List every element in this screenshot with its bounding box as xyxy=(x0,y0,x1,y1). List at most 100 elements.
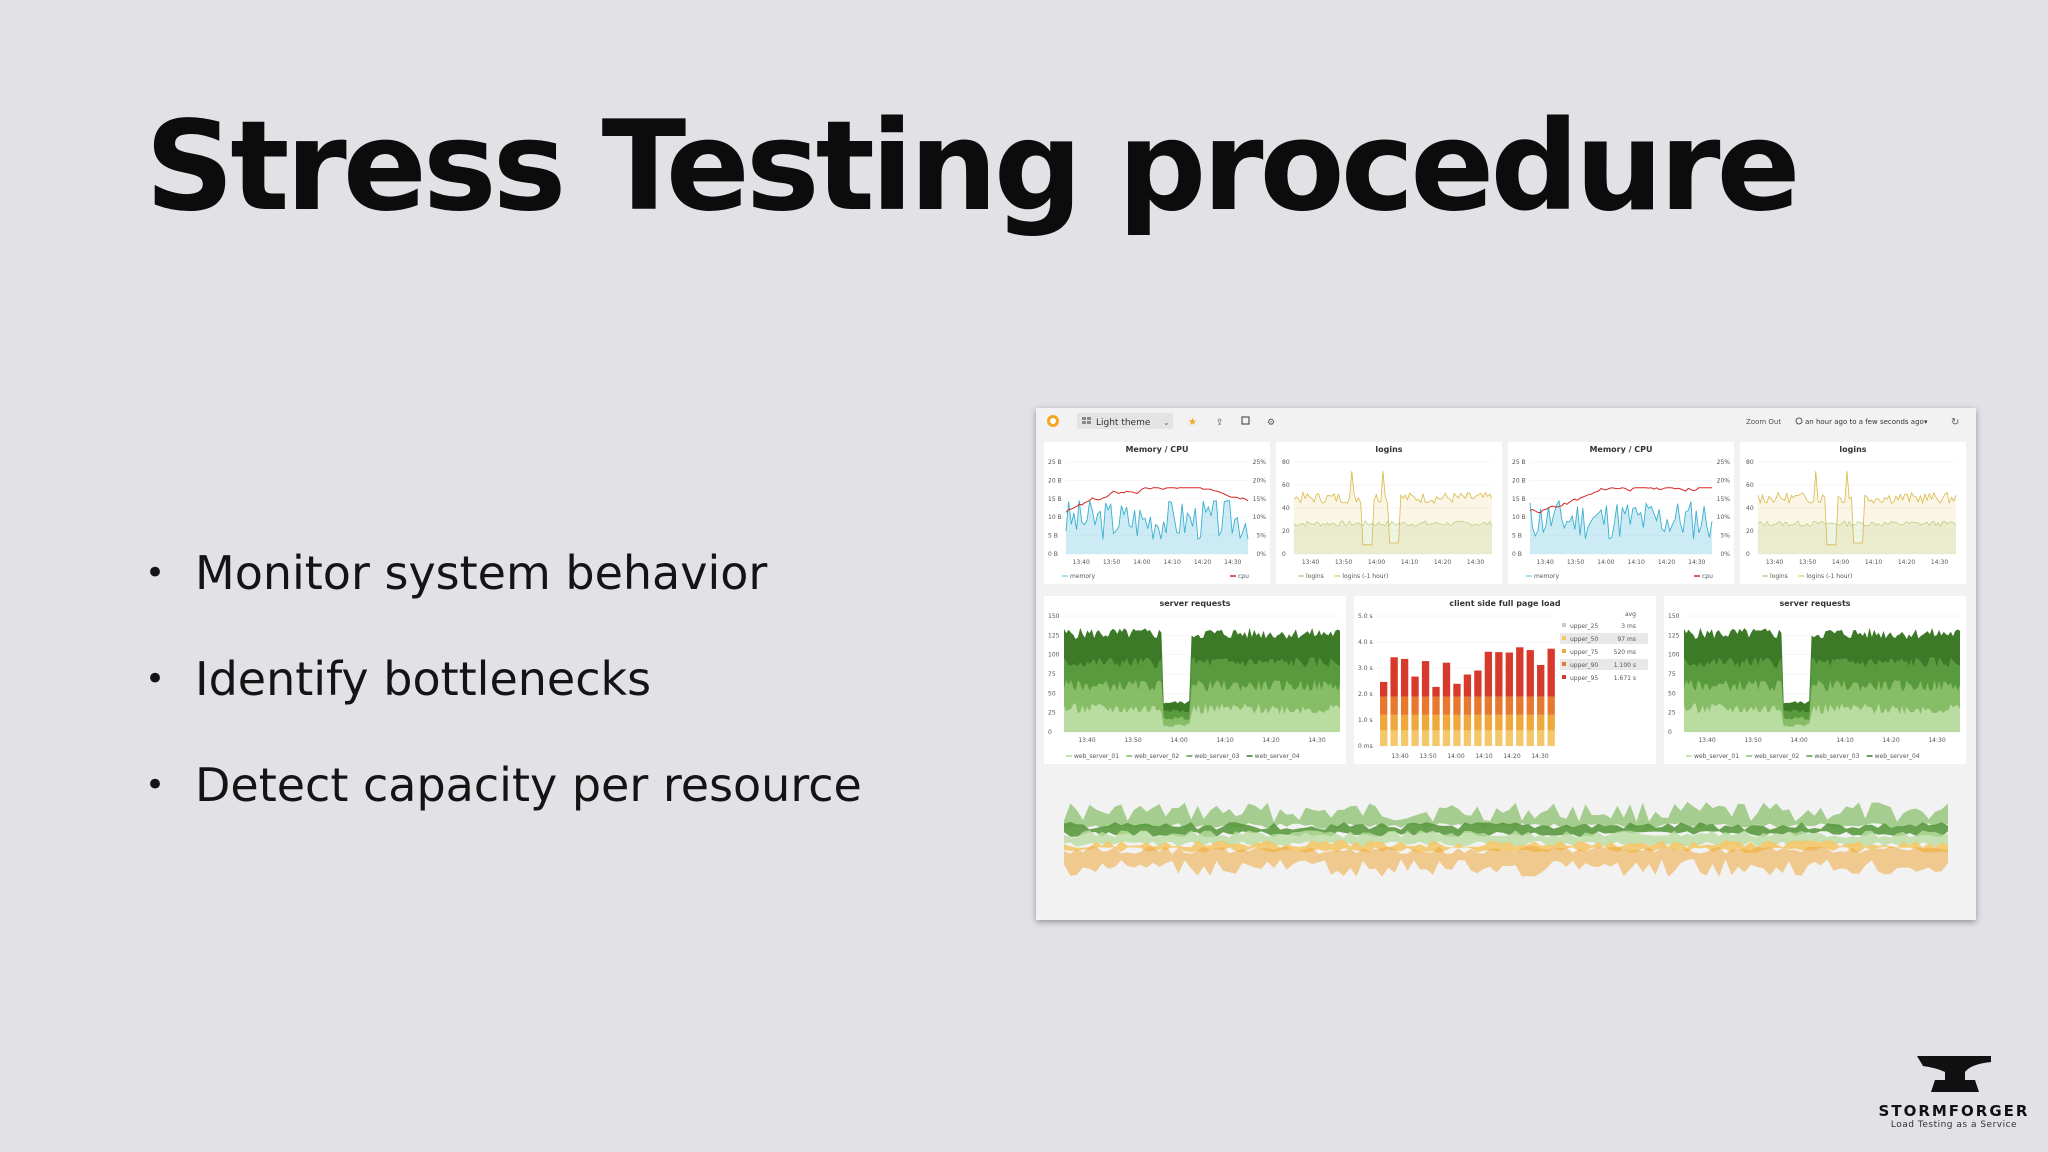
x-tick-label: 13:50 xyxy=(1567,559,1584,566)
server-area xyxy=(1064,703,1340,732)
legend-row-highlight xyxy=(1560,659,1648,670)
stream-band xyxy=(1064,802,1948,829)
load-bar-segment xyxy=(1380,714,1388,731)
x-tick-label: 13:50 xyxy=(1419,753,1436,760)
x-tick-label: 14:00 xyxy=(1790,737,1807,744)
y-axis-label: 25 xyxy=(1668,710,1676,717)
anvil-logo-icon xyxy=(1917,1056,1991,1092)
dashboard-screenshot: Light theme ⌄ ★ ⇪ ⚙ Zoom Out an hour ago… xyxy=(1036,408,1976,920)
cpu-series xyxy=(1065,487,1249,513)
load-bar-segment xyxy=(1453,696,1461,715)
load-bar-segment xyxy=(1432,714,1440,731)
y-axis-label: 0 B xyxy=(1512,551,1522,558)
panel-title: Memory / CPU xyxy=(1589,445,1653,454)
legend-label: logins xyxy=(1306,573,1324,580)
load-bar-segment xyxy=(1537,664,1545,697)
save-icon[interactable] xyxy=(1241,416,1250,425)
logins-panel: logins 80 60 40 20 0 13:40 13:50 14:00 14:10 14:2… xyxy=(1276,442,1502,584)
y-axis-label: 50 xyxy=(1048,690,1056,697)
y-axis-label: 0% xyxy=(1256,551,1266,558)
x-tick-label: 14:30 xyxy=(1688,559,1705,566)
y-axis-label: 15 B xyxy=(1512,496,1526,503)
bullet-list: • Monitor system behavior • Identify bottl… xyxy=(145,520,862,838)
legend-swatch xyxy=(1562,623,1566,627)
dashboard-toolbar: Light theme ⌄ ★ ⇪ ⚙ Zoom Out an hour ago… xyxy=(1036,408,1976,434)
memory-area xyxy=(1530,500,1712,554)
grid-icon xyxy=(1082,417,1091,424)
bullet-item: • Detect capacity per resource xyxy=(145,732,862,838)
load-bar-segment xyxy=(1516,714,1524,731)
time-range-picker[interactable]: an hour ago to a few seconds ago xyxy=(1805,418,1924,426)
x-tick-label: 14:10 xyxy=(1401,559,1418,566)
y-axis-label: 2.0 s xyxy=(1358,691,1373,698)
legend-label: upper_75 xyxy=(1570,649,1598,656)
y-axis-label: 80 xyxy=(1282,459,1290,466)
panel-title: server requests xyxy=(1159,599,1231,608)
share-icon[interactable]: ⇪ xyxy=(1216,418,1224,428)
x-tick-label: 14:00 xyxy=(1170,737,1187,744)
load-bar-segment xyxy=(1505,652,1513,697)
y-axis-label: 5 B xyxy=(1048,533,1058,540)
bullet-text: Detect capacity per resource xyxy=(195,758,862,812)
bullet-item: • Monitor system behavior xyxy=(145,520,862,626)
x-tick-label: 14:30 xyxy=(1308,737,1325,744)
x-tick-label: 14:00 xyxy=(1832,559,1849,566)
legend-label: cpu xyxy=(1238,573,1249,580)
load-bar-segment xyxy=(1463,696,1472,715)
load-bar-segment xyxy=(1516,647,1524,697)
y-axis-label: 150 xyxy=(1048,613,1060,620)
theme-selector[interactable] xyxy=(1077,413,1173,429)
legend-label: web_server_02 xyxy=(1134,753,1179,760)
load-bar-segment xyxy=(1474,714,1482,731)
load-bar-segment xyxy=(1442,696,1451,715)
load-bar-segment xyxy=(1453,683,1461,697)
load-bar-segment xyxy=(1411,676,1419,697)
slide-title: Stress Testing procedure xyxy=(145,95,1801,239)
y-axis-label: 100 xyxy=(1048,652,1060,659)
legend-label: web_server_04 xyxy=(1875,753,1920,760)
x-tick-label: 14:10 xyxy=(1164,559,1181,566)
legend-label: cpu xyxy=(1702,573,1713,580)
y-axis-label: 10% xyxy=(1253,514,1267,521)
logins-area xyxy=(1758,471,1956,554)
logins-prev-series xyxy=(1757,520,1957,528)
x-tick-label: 13:40 xyxy=(1391,753,1408,760)
x-tick-label: 14:30 xyxy=(1931,559,1948,566)
load-bar-segment xyxy=(1432,730,1440,746)
caret-down-icon: ▾ xyxy=(1924,418,1928,426)
gear-icon[interactable]: ⚙ xyxy=(1267,418,1275,428)
load-bar-segment xyxy=(1495,730,1503,746)
logins-area xyxy=(1294,471,1492,554)
x-tick-label: 14:20 xyxy=(1658,559,1675,566)
y-axis-label: 0 B xyxy=(1048,551,1058,558)
x-tick-label: 13:40 xyxy=(1302,559,1319,566)
load-bar-segment xyxy=(1505,730,1513,746)
x-tick-label: 13:50 xyxy=(1335,559,1352,566)
legend-swatch xyxy=(1562,649,1566,653)
x-tick-label: 14:10 xyxy=(1836,737,1853,744)
stream-band xyxy=(1064,846,1948,877)
legend-label: web_server_03 xyxy=(1814,753,1859,760)
logins-series xyxy=(1757,471,1957,546)
bullet-dot: • xyxy=(145,659,166,699)
client-page-load-panel: client side full page load 5.0 s 4.0 s 3.0… xyxy=(1354,596,1656,764)
load-bar-segment xyxy=(1442,714,1451,731)
load-bar-segment xyxy=(1537,696,1545,715)
legend-label: web_server_02 xyxy=(1754,753,1799,760)
x-tick-label: 14:20 xyxy=(1262,737,1279,744)
legend-swatch xyxy=(1562,675,1566,679)
x-tick-label: 14:20 xyxy=(1503,753,1520,760)
y-axis-label: 20 B xyxy=(1512,477,1526,484)
y-axis-label: 150 xyxy=(1668,613,1680,620)
star-icon[interactable]: ★ xyxy=(1188,417,1197,428)
x-tick-label: 14:10 xyxy=(1216,737,1233,744)
load-bar-segment xyxy=(1390,714,1398,731)
x-tick-label: 14:30 xyxy=(1224,559,1241,566)
zoom-out-button[interactable]: Zoom Out xyxy=(1746,418,1781,426)
bullet-text: Monitor system behavior xyxy=(195,546,768,600)
x-tick-label: 14:30 xyxy=(1531,753,1548,760)
load-bar-segment xyxy=(1390,657,1398,697)
y-axis-label: 25 B xyxy=(1048,459,1062,466)
legend-label: memory xyxy=(1070,573,1096,580)
refresh-icon[interactable]: ↻ xyxy=(1951,417,1959,428)
